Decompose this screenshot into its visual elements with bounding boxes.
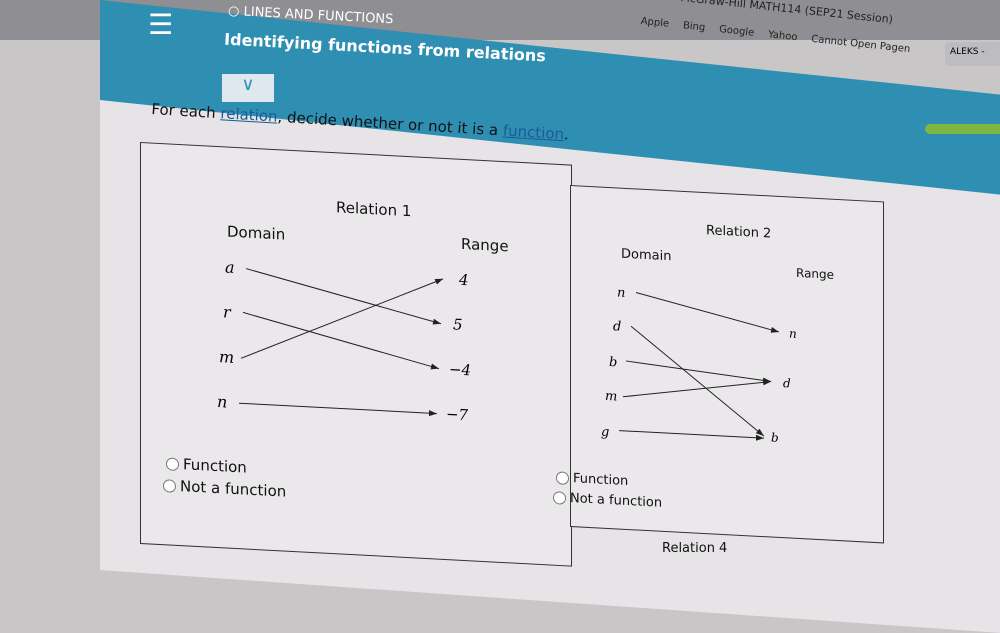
arrow-b-d (625, 360, 772, 384)
arrow-n-neg7 (239, 402, 437, 417)
progress-bar (925, 124, 1000, 134)
relation-1-mapping: a r m n 4 5 −4 −7 (217, 257, 471, 424)
function-link[interactable]: function (502, 121, 565, 144)
range-b: b (771, 431, 779, 445)
relation-1-panel: Relation 1 Domain Range a r m n 4 5 −4 −… (140, 142, 572, 567)
arrow-r-neg4 (242, 311, 440, 370)
range-neg7: −7 (446, 405, 469, 424)
domain-r: r (223, 302, 232, 321)
arrow-m-d (622, 379, 772, 398)
domain-m: m (605, 389, 617, 405)
relation-1-title: Relation 1 (336, 198, 412, 221)
range-4: 4 (458, 271, 469, 290)
range-5: 5 (453, 315, 463, 333)
domain-a: a (225, 257, 235, 276)
range-neg4: −4 (449, 360, 471, 379)
arrow-d-b (630, 325, 765, 437)
bookmark[interactable]: Google (718, 24, 755, 39)
domain-n: n (617, 285, 625, 300)
browser-tab[interactable]: ALEKS - (945, 42, 1000, 66)
bookmark[interactable]: Bing (682, 20, 706, 34)
domain-d: d (613, 319, 621, 334)
domain-label: Domain (227, 222, 286, 244)
relation-2-title: Relation 2 (706, 223, 772, 242)
relation-2-panel: Relation 2 Domain Range n d b m g n d b … (553, 185, 884, 544)
bookmark[interactable]: Apple (640, 15, 670, 30)
domain-n: n (217, 392, 227, 412)
not-function-radio[interactable]: Not a function (553, 490, 662, 511)
domain-m: m (219, 347, 234, 367)
chevron-down-icon[interactable]: ∨ (222, 74, 274, 102)
domain-label: Domain (621, 246, 672, 265)
arrow-m-4 (240, 278, 444, 359)
domain-b: b (609, 355, 617, 370)
range-n: n (789, 326, 797, 340)
arrow-n-n (635, 291, 780, 333)
bookmark[interactable]: Yahoo (767, 29, 798, 44)
domain-g: g (601, 425, 609, 440)
relation-link[interactable]: relation (219, 104, 279, 126)
arrow-g-b (619, 430, 764, 441)
range-d: d (783, 376, 791, 390)
relation-4-title: Relation 4 (662, 541, 728, 556)
range-label: Range (796, 265, 835, 282)
arrow-a-5 (245, 268, 442, 325)
window-title: McGraw-Hill MATH114 (SEP21 Session) (679, 0, 894, 27)
bookmark[interactable]: Cannot Open Pagen (810, 33, 911, 56)
menu-icon[interactable]: ☰ (148, 8, 174, 41)
relation-2-mapping: n d b m g n d b (601, 285, 797, 445)
range-label: Range (461, 234, 509, 256)
